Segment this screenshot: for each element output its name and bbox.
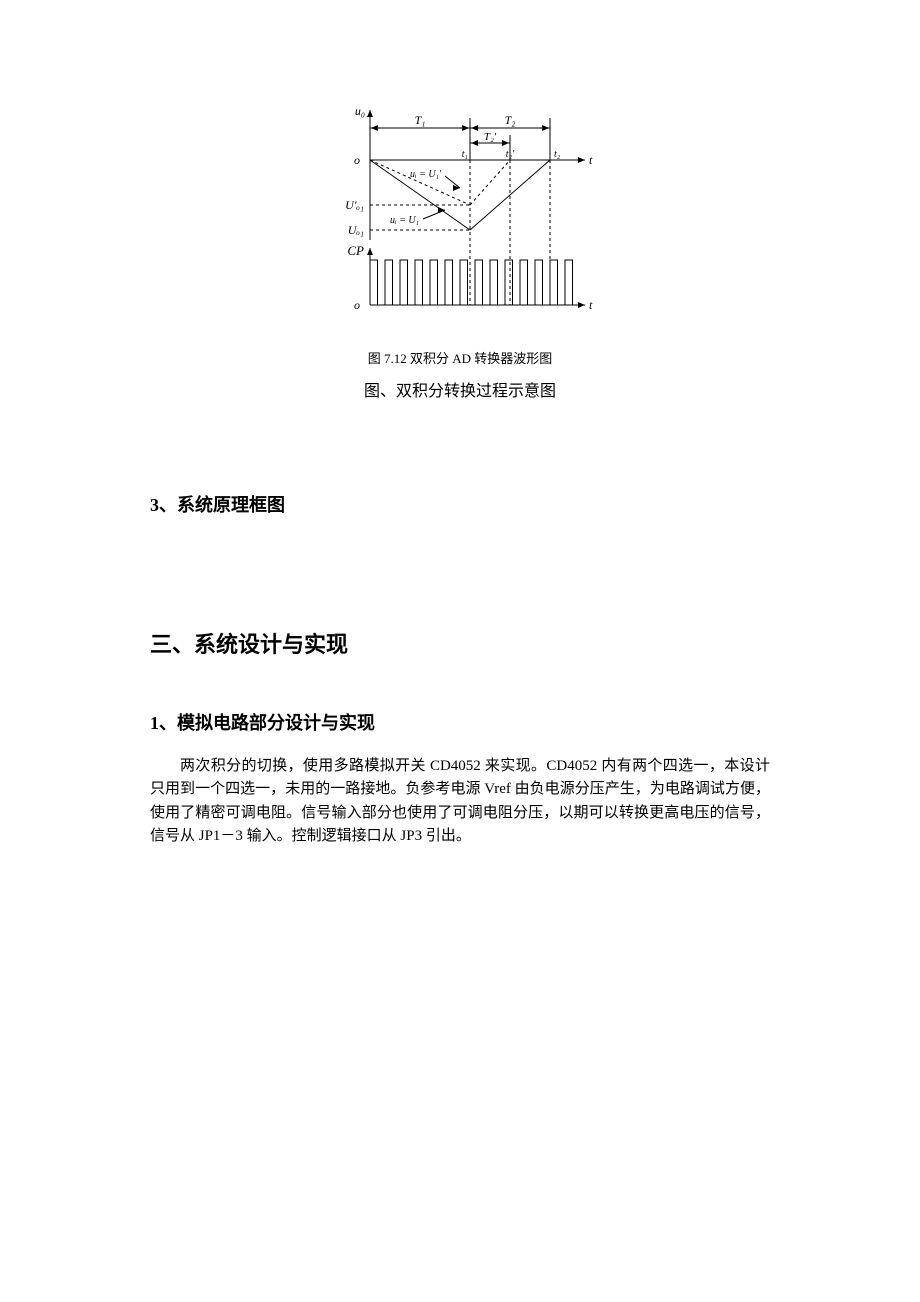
- svg-text:t₂: t₂: [554, 149, 561, 160]
- svg-text:T₁: T₁: [415, 113, 426, 127]
- svg-text:Uₒ₁: Uₒ₁: [348, 223, 364, 237]
- svg-text:t₂': t₂': [506, 149, 515, 160]
- svg-text:CP: CP: [347, 243, 364, 258]
- svg-text:uᵢ = U₁': uᵢ = U₁': [410, 169, 442, 180]
- figure-container: u₀ o t T₁ T₂ T₂' t₁ t₂' t₂ U'ₒ₁ Uₒ₁ uᵢ = U₁' uᵢ = U₁…: [150, 100, 770, 401]
- svg-text:t: t: [589, 298, 593, 312]
- svg-text:u₀: u₀: [355, 104, 365, 118]
- svg-text:T₂': T₂': [484, 131, 497, 143]
- waveform-diagram: u₀ o t T₁ T₂ T₂' t₁ t₂' t₂ U'ₒ₁ Uₒ₁ uᵢ = U₁' uᵢ = U₁…: [315, 100, 605, 335]
- svg-text:t₁: t₁: [462, 149, 468, 160]
- svg-text:o: o: [354, 298, 360, 312]
- figure-outer-caption: 图、双积分转换过程示意图: [150, 377, 770, 401]
- svg-text:U'ₒ₁: U'ₒ₁: [345, 198, 364, 212]
- heading-design: 三、系统设计与实现: [150, 627, 770, 659]
- figure-inner-caption: 图 7.12 双积分 AD 转换器波形图: [150, 348, 770, 367]
- body-paragraph: 两次积分的切换，使用多路模拟开关 CD4052 来实现。CD4052 内有两个四…: [150, 755, 770, 848]
- svg-text:T₂: T₂: [505, 113, 516, 127]
- svg-text:o: o: [354, 153, 360, 167]
- svg-text:uᵢ = U₁: uᵢ = U₁: [390, 215, 419, 226]
- heading-block-diagram: 3、系统原理框图: [150, 491, 770, 517]
- svg-text:t: t: [589, 153, 593, 167]
- heading-analog: 1、模拟电路部分设计与实现: [150, 709, 770, 735]
